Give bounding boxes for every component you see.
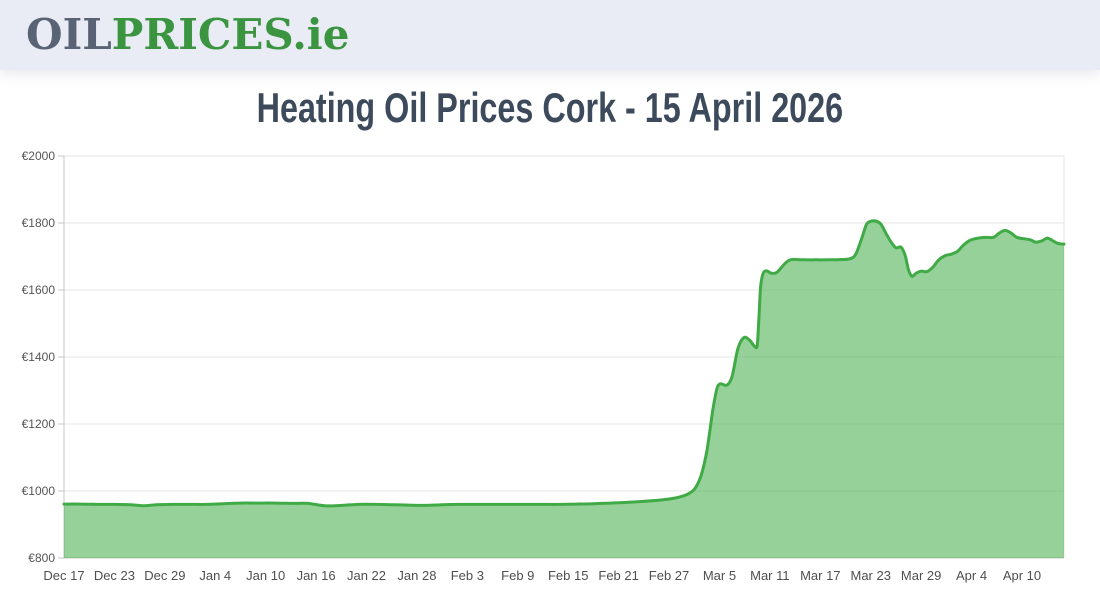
logo-text-prices: PRICES xyxy=(111,10,293,59)
x-axis-label: Apr 4 xyxy=(956,568,987,583)
x-axis-label: Feb 27 xyxy=(649,568,689,583)
x-axis-label: Jan 10 xyxy=(246,568,285,583)
x-axis-label: Feb 21 xyxy=(598,568,638,583)
x-axis-label: Mar 5 xyxy=(703,568,736,583)
y-axis-label: €2000 xyxy=(22,149,56,163)
x-axis-label: Feb 15 xyxy=(548,568,588,583)
logo-text-tld: .ie xyxy=(292,10,350,59)
x-axis-label: Mar 29 xyxy=(901,568,941,583)
site-logo[interactable]: OILPRICES.ie xyxy=(26,14,350,56)
title-bar: Heating Oil Prices Cork - 15 April 2026 xyxy=(0,70,1100,145)
x-axis-label: Dec 17 xyxy=(43,568,84,583)
x-axis-label: Dec 23 xyxy=(94,568,135,583)
y-axis-label: €800 xyxy=(28,551,55,565)
site-header: OILPRICES.ie xyxy=(0,0,1100,70)
x-axis-label: Mar 11 xyxy=(750,568,790,583)
y-axis-label: €1600 xyxy=(22,283,56,297)
x-axis-label: Jan 16 xyxy=(297,568,336,583)
logo-text-oil: OIL xyxy=(26,10,112,59)
x-axis-label: Feb 9 xyxy=(501,568,534,583)
page-title: Heating Oil Prices Cork - 15 April 2026 xyxy=(256,83,844,131)
x-axis-label: Apr 10 xyxy=(1003,568,1041,583)
price-chart[interactable]: €800 €1000 €1200 €1400 €1600 €1800 €2000 Dec 17… xyxy=(0,145,1100,600)
y-axis-label: €1200 xyxy=(22,417,56,431)
x-axis-label: Feb 3 xyxy=(451,568,484,583)
x-axis-label: Dec 29 xyxy=(144,568,185,583)
x-axis-label: Jan 28 xyxy=(397,568,436,583)
x-axis-label: Jan 22 xyxy=(347,568,386,583)
y-axis-label: €1400 xyxy=(22,350,56,364)
x-axis-label: Mar 17 xyxy=(800,568,840,583)
x-axis-label: Jan 4 xyxy=(199,568,231,583)
price-area-fill xyxy=(64,220,1064,558)
price-line xyxy=(62,219,1066,508)
x-axis-label: Mar 23 xyxy=(850,568,890,583)
chart-container: €800 €1000 €1200 €1400 €1600 €1800 €2000 Dec 17… xyxy=(0,145,1100,600)
y-axis-label: €1800 xyxy=(22,216,56,230)
y-axis-label: €1000 xyxy=(22,484,56,498)
